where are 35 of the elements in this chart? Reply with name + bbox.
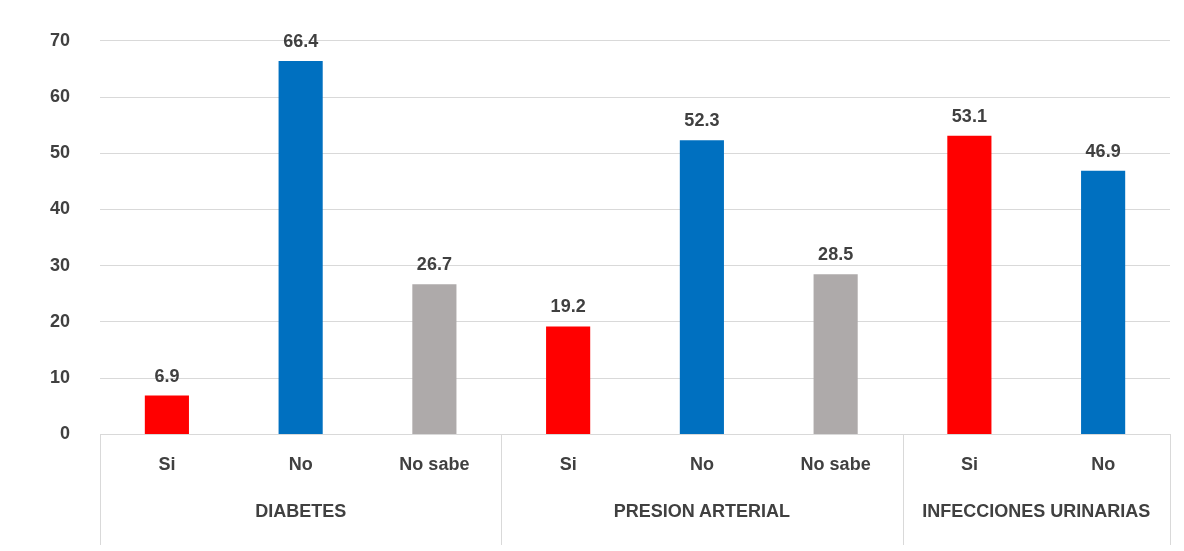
x-tick-label: No sabe: [399, 454, 470, 475]
y-tick-label: 10: [49, 367, 71, 388]
x-tick-label: Si: [559, 454, 577, 475]
data-label: 26.7: [416, 254, 452, 275]
bar: [278, 61, 323, 434]
bar: [679, 140, 724, 434]
text: DIABETES: [255, 501, 347, 522]
x-tick-label: No: [689, 454, 714, 475]
bar: [813, 274, 858, 434]
y-tick-label: 60: [49, 86, 71, 106]
data-label: 53.1: [951, 105, 987, 126]
y-tick-label: 40: [49, 198, 71, 219]
data-label: 28.5: [818, 244, 854, 265]
y-tick-label: 0: [60, 423, 71, 444]
y-tick-label: 70: [49, 29, 71, 50]
bar: [1081, 170, 1126, 434]
y-tick-label: 20: [49, 310, 71, 331]
x-tick-label: Si: [158, 454, 176, 475]
x-tick-label: No sabe: [800, 454, 871, 475]
x-tick-label: No: [1091, 454, 1116, 475]
x-tick-label: Si: [960, 454, 978, 475]
data-label: 52.3: [684, 110, 720, 131]
data-label: 19.2: [550, 296, 586, 317]
data-label: 6.9: [154, 365, 180, 386]
y-tick-label: 30: [49, 254, 71, 275]
y-tick-label: 50: [49, 142, 71, 163]
bar: [144, 395, 189, 434]
bar: [546, 326, 591, 434]
x-tick-label: No: [288, 454, 313, 475]
data-label: 46.9: [1085, 140, 1121, 161]
bar: [412, 284, 457, 434]
data-label: 66.4: [283, 31, 319, 52]
bar: [947, 135, 992, 434]
text: INFECCIONES URINARIAS: [922, 501, 1151, 522]
text: PRESION ARTERIAL: [613, 501, 791, 522]
